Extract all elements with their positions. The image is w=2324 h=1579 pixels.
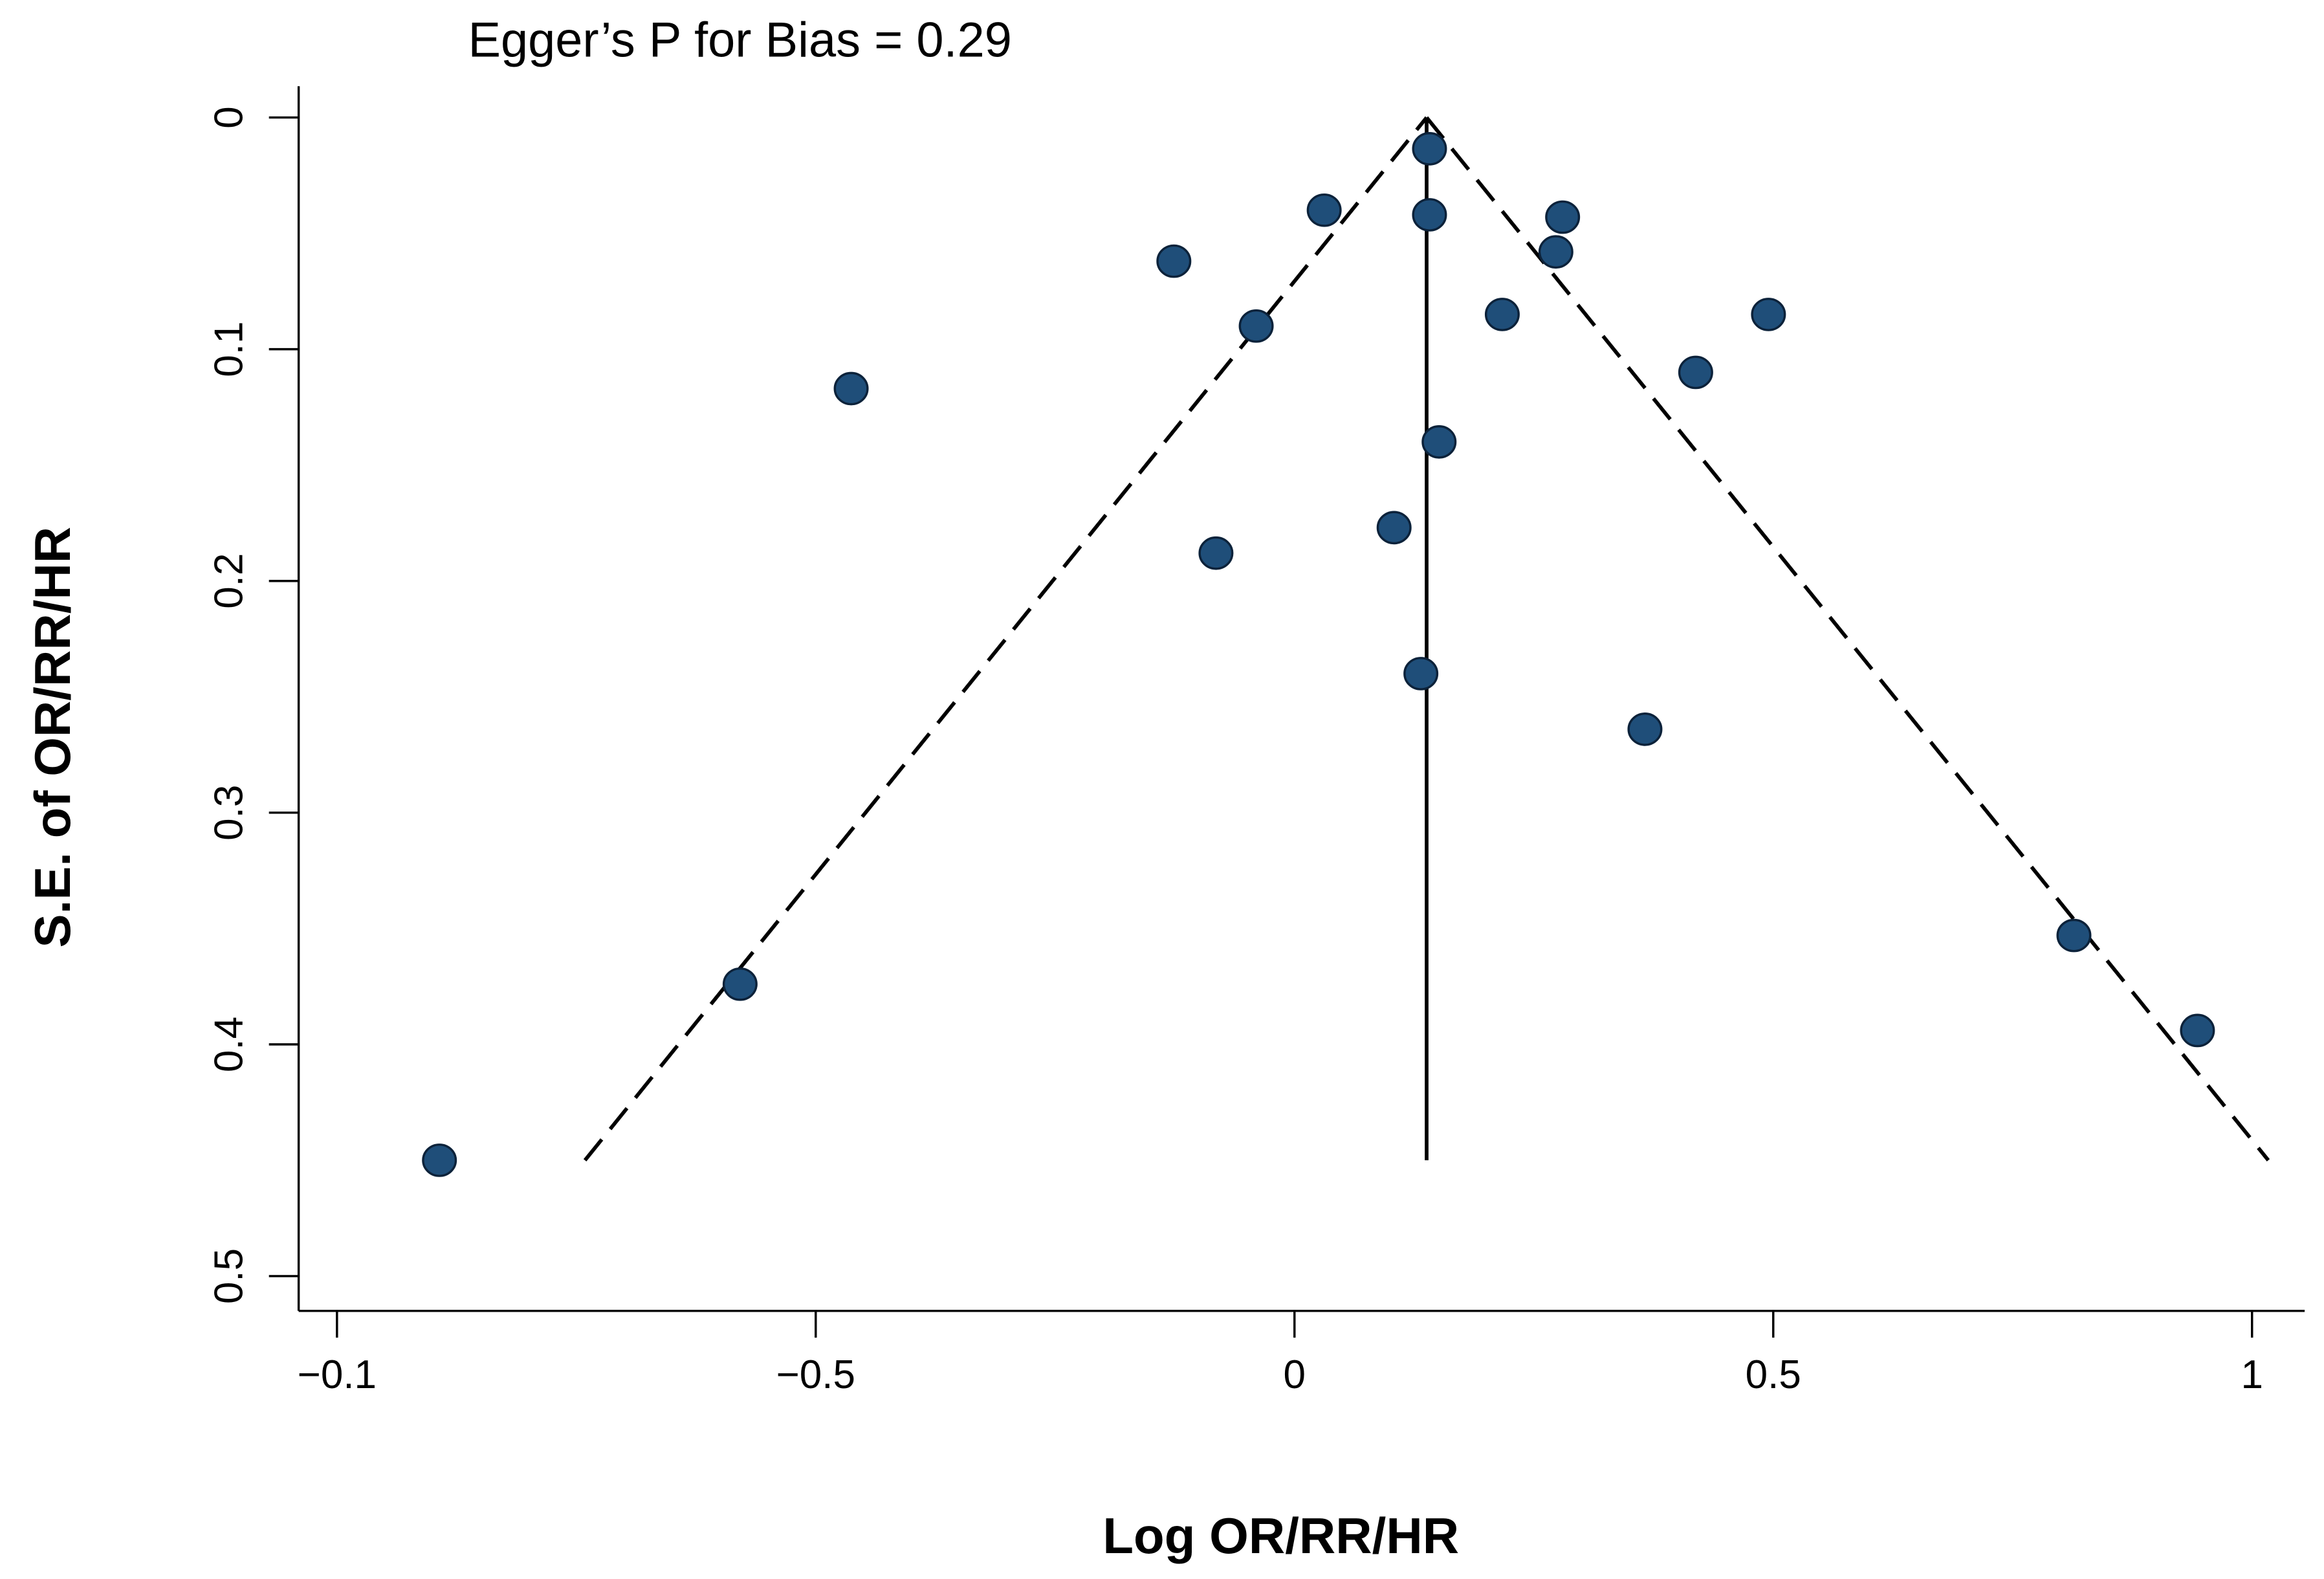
study-point bbox=[422, 1143, 457, 1177]
study-point bbox=[1412, 198, 1447, 232]
study-point bbox=[1198, 536, 1234, 570]
study-point bbox=[722, 967, 758, 1001]
study-point bbox=[1627, 712, 1663, 746]
study-point bbox=[1678, 355, 1713, 390]
x-tick-label: −0.5 bbox=[776, 1353, 855, 1397]
y-tick-label: 0.2 bbox=[206, 553, 251, 609]
study-point bbox=[2180, 1013, 2215, 1048]
study-point bbox=[1751, 298, 1786, 331]
study-point bbox=[1403, 657, 1439, 690]
y-axis-label: S.E. of OR/RR/HR bbox=[24, 527, 81, 948]
y-tick-label: 0.5 bbox=[206, 1248, 251, 1304]
y-tick-label: 0.4 bbox=[206, 1017, 251, 1072]
funnel-left bbox=[583, 116, 1429, 1162]
x-axis-label: Log OR/RR/HR bbox=[1102, 1507, 1459, 1564]
study-point bbox=[1238, 309, 1274, 343]
study-point bbox=[1156, 244, 1192, 278]
y-tick-label: 0 bbox=[206, 106, 251, 128]
chart-title: Egger’s P for Bias = 0.29 bbox=[468, 12, 1011, 67]
study-point bbox=[1545, 200, 1581, 234]
study-point bbox=[1306, 193, 1342, 227]
funnel-right bbox=[1425, 116, 2270, 1162]
x-tick-label: 1 bbox=[2241, 1353, 2263, 1397]
x-tick-label: 0 bbox=[1284, 1353, 1306, 1397]
study-point bbox=[1376, 511, 1412, 545]
x-tick-label: 0.5 bbox=[1746, 1353, 1801, 1397]
study-point bbox=[1421, 425, 1457, 459]
study-point bbox=[833, 371, 869, 406]
study-point bbox=[1538, 235, 1573, 269]
study-point bbox=[1484, 298, 1520, 331]
y-tick-label: 0.3 bbox=[206, 785, 251, 841]
study-point bbox=[2056, 918, 2092, 953]
x-tick-label: −0.1 bbox=[298, 1353, 377, 1397]
study-point bbox=[1412, 132, 1447, 166]
y-tick-label: 0.1 bbox=[206, 322, 251, 377]
